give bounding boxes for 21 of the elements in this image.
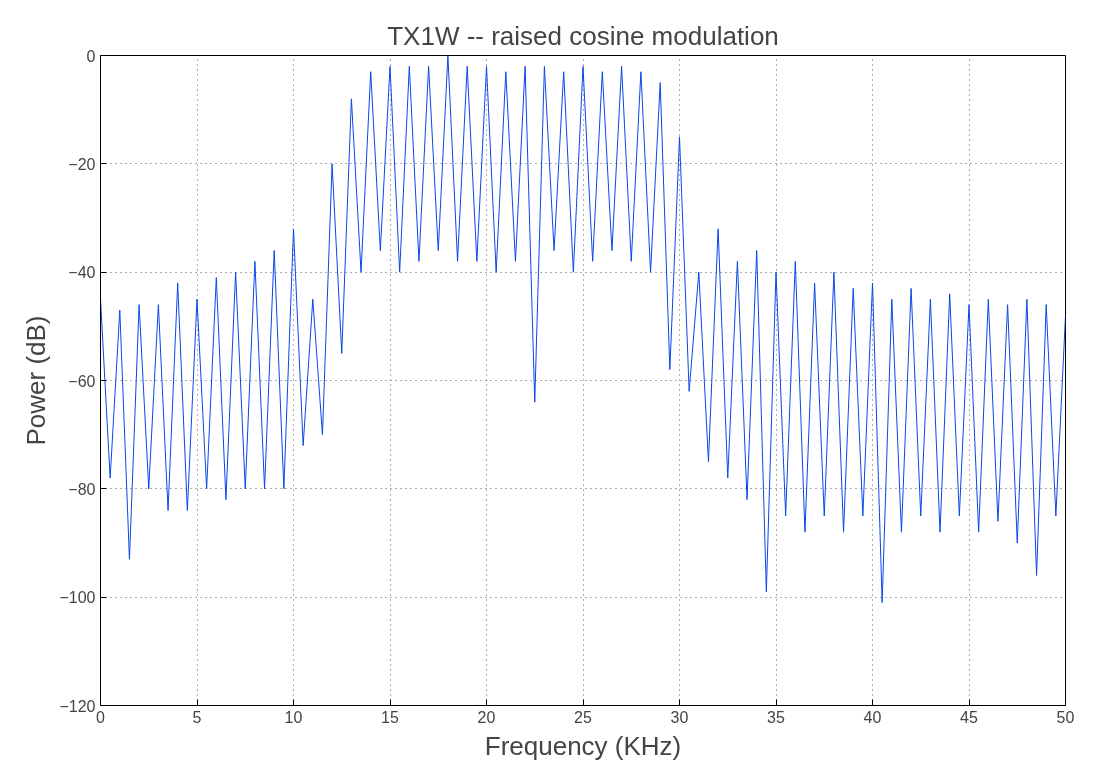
y-tick-label: −40 xyxy=(68,264,96,282)
line-series xyxy=(100,55,1066,604)
x-tick-label: 30 xyxy=(670,708,689,726)
y-tick-label: −20 xyxy=(68,155,96,173)
chart-title: TX1W -- raised cosine modulation xyxy=(387,20,779,51)
y-tick-label: −80 xyxy=(68,480,96,498)
x-tick-label: 50 xyxy=(1056,708,1075,726)
x-tick-label: 35 xyxy=(767,708,785,726)
y-tick-label: 0 xyxy=(86,47,96,65)
x-tick-label: 15 xyxy=(381,708,399,726)
y-axis-title: Power (dB) xyxy=(21,315,52,446)
x-tick-label: 45 xyxy=(960,708,978,726)
x-axis-title: Frequency (KHz) xyxy=(484,730,682,761)
x-tick-label: 10 xyxy=(284,708,303,726)
y-tick-label: −120 xyxy=(59,697,96,715)
x-tick-label: 20 xyxy=(477,708,496,726)
x-tick-label: 25 xyxy=(574,708,592,726)
y-tick-label: −60 xyxy=(68,372,96,390)
x-tick-label: 5 xyxy=(192,708,202,726)
x-tick-label: 40 xyxy=(863,708,882,726)
y-tick-label: −100 xyxy=(59,589,96,607)
